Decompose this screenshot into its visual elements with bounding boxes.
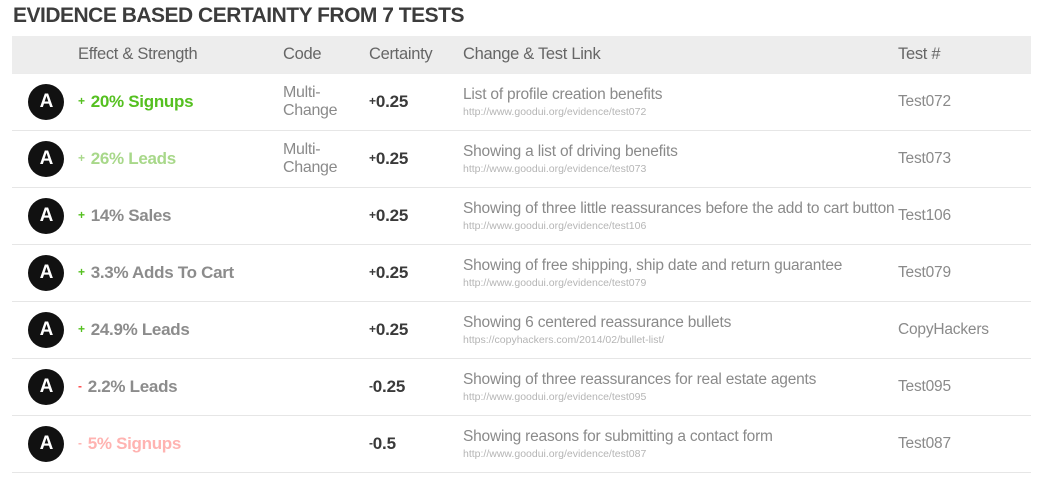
- certainty-sign: +: [369, 94, 376, 108]
- code-label: Multi-Change: [283, 83, 338, 119]
- effect-strength: +3.3% Adds To Cart: [78, 263, 234, 282]
- header-code: Code: [283, 45, 322, 63]
- effect-strength: -5% Signups: [78, 434, 181, 453]
- test-link[interactable]: https://copyhackers.com/2014/02/bullet-l…: [463, 334, 665, 347]
- plus-icon: +: [78, 265, 85, 279]
- test-number: Test079: [898, 264, 951, 281]
- plus-icon: +: [78, 208, 85, 222]
- certainty-sign: +: [369, 265, 376, 279]
- pattern-a-icon: A: [28, 426, 64, 462]
- change-description: Showing reasons for submitting a contact…: [463, 427, 773, 445]
- test-link[interactable]: http://www.goodui.org/evidence/test106: [463, 220, 647, 233]
- test-number: Test106: [898, 207, 951, 224]
- certainty-value: +0.25: [369, 149, 409, 168]
- table-row: A -5% Signups -0.5 Showing reasons for s…: [12, 416, 1031, 473]
- change-description: List of profile creation benefits: [463, 85, 663, 103]
- effect-label: 3.3% Adds To Cart: [90, 263, 235, 282]
- header-effect-strength: Effect & Strength: [78, 45, 198, 63]
- pattern-a-icon: A: [28, 369, 64, 405]
- header-certainty: Certainty: [369, 45, 433, 63]
- table-row: A +14% Sales +0.25 Showing of three litt…: [12, 188, 1031, 245]
- effect-strength: +20% Signups: [78, 92, 194, 111]
- change-description: Showing a list of driving benefits: [463, 142, 678, 160]
- table-row: A +20% Signups Multi-Change +0.25 List o…: [12, 74, 1031, 131]
- change-description: Showing of three reassurances for real e…: [463, 370, 817, 388]
- pattern-a-icon: A: [28, 312, 64, 348]
- plus-icon: +: [78, 94, 85, 108]
- test-number: Test087: [898, 435, 951, 452]
- pattern-a-icon: A: [28, 84, 64, 120]
- certainty-sign: -: [369, 379, 373, 393]
- plus-icon: +: [78, 151, 85, 165]
- code-label: Multi-Change: [283, 140, 338, 176]
- certainty-sign: -: [369, 436, 373, 450]
- effect-strength: +14% Sales: [78, 206, 172, 225]
- effect-strength: +24.9% Leads: [78, 320, 190, 339]
- minus-icon: -: [78, 436, 82, 450]
- header-test-number: Test #: [898, 45, 941, 63]
- pattern-a-icon: A: [28, 198, 64, 234]
- effect-label: 24.9% Leads: [90, 320, 190, 339]
- header-change-test-link: Change & Test Link: [463, 45, 601, 63]
- test-link[interactable]: http://www.goodui.org/evidence/test079: [463, 277, 647, 290]
- table-header-row: Effect & Strength Code Certainty Change …: [12, 36, 1031, 73]
- test-link[interactable]: http://www.goodui.org/evidence/test087: [463, 448, 647, 461]
- test-link[interactable]: http://www.goodui.org/evidence/test072: [463, 106, 647, 119]
- effect-strength: -2.2% Leads: [78, 377, 178, 396]
- evidence-table: Effect & Strength Code Certainty Change …: [12, 36, 1031, 473]
- effect-label: 20% Signups: [90, 92, 194, 111]
- table-row: A -2.2% Leads -0.25 Showing of three rea…: [12, 359, 1031, 416]
- certainty-value: +0.25: [369, 320, 409, 339]
- certainty-value: -0.25: [369, 377, 406, 396]
- certainty-value: +0.25: [369, 206, 409, 225]
- test-number: Test095: [898, 378, 951, 395]
- test-link[interactable]: http://www.goodui.org/evidence/test073: [463, 163, 647, 176]
- effect-label: 5% Signups: [87, 434, 182, 453]
- minus-icon: -: [78, 379, 82, 393]
- test-number: Test072: [898, 93, 951, 110]
- pattern-a-icon: A: [28, 141, 64, 177]
- change-description: Showing of three little reassurances bef…: [463, 199, 895, 217]
- table-row: A +3.3% Adds To Cart +0.25 Showing of fr…: [12, 245, 1031, 302]
- table-body: A +20% Signups Multi-Change +0.25 List o…: [12, 73, 1031, 473]
- plus-icon: +: [78, 322, 85, 336]
- effect-label: 26% Leads: [90, 149, 176, 168]
- table-row: A +26% Leads Multi-Change +0.25 Showing …: [12, 131, 1031, 188]
- test-link[interactable]: http://www.goodui.org/evidence/test095: [463, 391, 647, 404]
- effect-label: 2.2% Leads: [87, 377, 178, 396]
- certainty-value: +0.25: [369, 263, 409, 282]
- test-number: Test073: [898, 150, 951, 167]
- certainty-value: -0.5: [369, 434, 396, 453]
- effect-strength: +26% Leads: [78, 149, 176, 168]
- certainty-sign: +: [369, 208, 376, 222]
- pattern-a-icon: A: [28, 255, 64, 291]
- effect-label: 14% Sales: [90, 206, 172, 225]
- page-title: EVIDENCE BASED CERTAINTY FROM 7 TESTS: [13, 4, 464, 27]
- certainty-sign: +: [369, 322, 376, 336]
- test-number: CopyHackers: [898, 321, 989, 338]
- change-description: Showing 6 centered reassurance bullets: [463, 313, 732, 331]
- table-row: A +24.9% Leads +0.25 Showing 6 centered …: [12, 302, 1031, 359]
- change-description: Showing of free shipping, ship date and …: [463, 256, 843, 274]
- certainty-sign: +: [369, 151, 376, 165]
- certainty-value: +0.25: [369, 92, 409, 111]
